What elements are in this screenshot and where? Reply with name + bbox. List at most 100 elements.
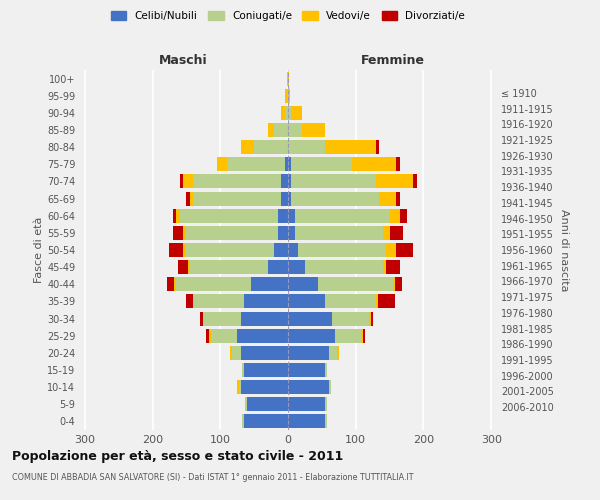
Bar: [288, 363, 325, 377]
Bar: [176, 208, 179, 222]
Bar: [244, 294, 288, 308]
Bar: [190, 260, 268, 274]
Bar: [352, 158, 397, 172]
Bar: [292, 174, 376, 188]
Bar: [395, 278, 402, 291]
Bar: [288, 414, 325, 428]
Bar: [288, 192, 292, 205]
Bar: [288, 226, 295, 240]
Bar: [332, 312, 369, 326]
Bar: [241, 140, 254, 154]
Bar: [288, 140, 325, 154]
Bar: [268, 123, 274, 137]
Bar: [254, 140, 288, 154]
Bar: [167, 278, 174, 291]
Bar: [274, 243, 288, 257]
Bar: [386, 260, 400, 274]
Bar: [288, 174, 292, 188]
Bar: [245, 398, 247, 411]
Bar: [241, 312, 288, 326]
Bar: [397, 158, 400, 172]
Bar: [325, 294, 376, 308]
Bar: [302, 123, 325, 137]
Bar: [183, 243, 187, 257]
Bar: [206, 328, 209, 342]
Bar: [187, 226, 278, 240]
Bar: [174, 278, 176, 291]
Bar: [295, 208, 389, 222]
Bar: [329, 346, 337, 360]
Bar: [251, 278, 288, 291]
Bar: [288, 260, 305, 274]
Bar: [329, 380, 331, 394]
Text: COMUNE DI ABBADIA SAN SALVATORE (SI) - Dati ISTAT 1° gennaio 2011 - Elaborazione: COMUNE DI ABBADIA SAN SALVATORE (SI) - D…: [12, 472, 413, 482]
Bar: [335, 328, 361, 342]
Bar: [288, 380, 329, 394]
Bar: [288, 294, 325, 308]
Bar: [295, 226, 383, 240]
Bar: [379, 192, 397, 205]
Bar: [285, 88, 287, 102]
Bar: [386, 243, 397, 257]
Bar: [288, 278, 319, 291]
Bar: [287, 72, 288, 86]
Bar: [319, 278, 393, 291]
Bar: [239, 380, 241, 394]
Bar: [236, 380, 239, 394]
Bar: [278, 226, 288, 240]
Bar: [298, 243, 386, 257]
Bar: [363, 328, 365, 342]
Bar: [288, 398, 325, 411]
Bar: [284, 158, 288, 172]
Bar: [187, 192, 190, 205]
Bar: [187, 243, 274, 257]
Bar: [325, 398, 327, 411]
Bar: [281, 192, 288, 205]
Bar: [193, 192, 281, 205]
Bar: [193, 294, 244, 308]
Bar: [227, 158, 284, 172]
Bar: [183, 174, 193, 188]
Y-axis label: Fasce di età: Fasce di età: [34, 217, 44, 283]
Bar: [371, 312, 373, 326]
Bar: [211, 328, 237, 342]
Bar: [288, 328, 335, 342]
Bar: [292, 106, 302, 120]
Bar: [376, 140, 379, 154]
Bar: [244, 363, 288, 377]
Bar: [305, 260, 383, 274]
Bar: [187, 294, 193, 308]
Bar: [288, 346, 329, 360]
Bar: [278, 208, 288, 222]
Bar: [393, 278, 395, 291]
Bar: [173, 226, 183, 240]
Bar: [288, 88, 290, 102]
Bar: [389, 226, 403, 240]
Bar: [173, 208, 176, 222]
Bar: [281, 174, 288, 188]
Y-axis label: Anni di nascita: Anni di nascita: [559, 209, 569, 291]
Text: Popolazione per età, sesso e stato civile - 2011: Popolazione per età, sesso e stato civil…: [12, 450, 343, 463]
Bar: [397, 192, 400, 205]
Bar: [183, 226, 187, 240]
Bar: [288, 208, 295, 222]
Text: Maschi: Maschi: [158, 54, 208, 66]
Bar: [217, 158, 227, 172]
Bar: [247, 398, 288, 411]
Bar: [237, 328, 288, 342]
Bar: [200, 312, 203, 326]
Bar: [203, 312, 241, 326]
Bar: [325, 414, 327, 428]
Bar: [179, 174, 183, 188]
Bar: [176, 278, 251, 291]
Bar: [209, 328, 211, 342]
Bar: [287, 88, 288, 102]
Bar: [288, 72, 289, 86]
Bar: [389, 208, 400, 222]
Bar: [376, 174, 413, 188]
Bar: [325, 140, 376, 154]
Bar: [325, 363, 327, 377]
Bar: [230, 346, 232, 360]
Bar: [179, 208, 278, 222]
Bar: [288, 243, 298, 257]
